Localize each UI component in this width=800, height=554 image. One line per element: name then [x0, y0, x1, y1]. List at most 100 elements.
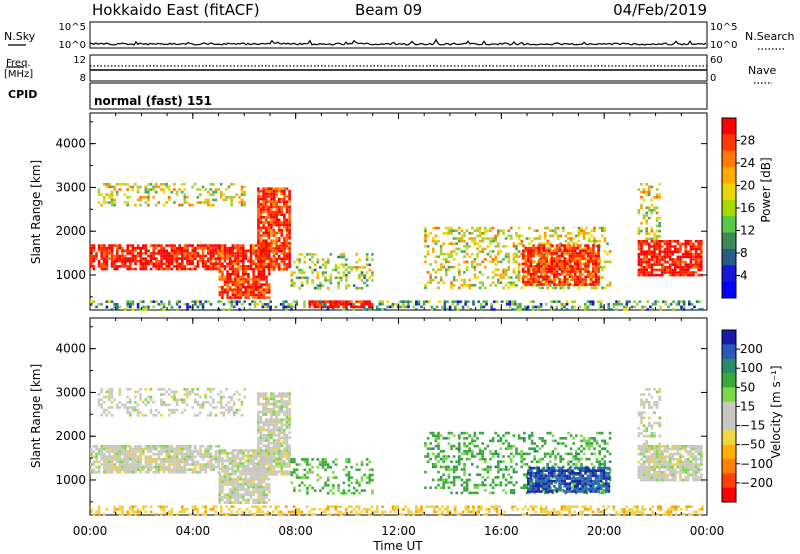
echo-cell	[420, 508, 423, 511]
echo-cell	[227, 508, 231, 511]
echo-cell	[239, 470, 242, 473]
echo-cell	[497, 278, 500, 282]
echo-cell	[658, 273, 661, 277]
echo-cell	[555, 246, 559, 250]
echo-cell	[581, 280, 585, 284]
echo-cell	[175, 398, 179, 401]
echo-cell	[280, 392, 284, 395]
echo-cell	[234, 490, 237, 494]
echo-cell	[433, 508, 436, 511]
echo-cell	[282, 308, 285, 311]
echo-cell	[241, 483, 245, 486]
echo-cell	[285, 208, 289, 211]
echo-cell	[262, 457, 265, 460]
echo-cell	[218, 249, 222, 253]
echo-cell	[517, 255, 521, 258]
echo-cell	[221, 498, 224, 502]
echo-cell	[214, 198, 218, 202]
echo-cell	[558, 272, 561, 276]
echo-cell	[381, 510, 384, 514]
echo-cell	[227, 408, 231, 412]
echo-cell	[236, 291, 240, 294]
echo-cell	[270, 431, 273, 434]
echo-cell	[90, 508, 93, 511]
echo-region	[97, 388, 246, 417]
echo-cell	[219, 406, 223, 409]
echo-cell	[370, 303, 374, 306]
echo-cell	[175, 403, 179, 407]
echo-cell	[110, 254, 114, 258]
echo-cell	[404, 505, 408, 508]
echo-cell	[272, 203, 276, 206]
echo-cell	[280, 428, 284, 432]
echo-cell	[252, 454, 255, 458]
echo-cell	[694, 250, 698, 253]
echo-cell	[244, 470, 248, 473]
echo-cell	[244, 252, 248, 255]
echo-cell	[218, 488, 222, 491]
echo-cell	[573, 505, 577, 508]
echo-cell	[262, 490, 266, 494]
echo-cell	[270, 203, 273, 206]
echo-cell	[439, 265, 443, 269]
echo-cell	[267, 272, 271, 276]
echo-cell	[232, 411, 236, 414]
echo-cell	[270, 268, 273, 271]
echo-cell	[280, 231, 284, 235]
echo-cell	[262, 210, 265, 214]
echo-cell	[537, 254, 541, 258]
echo-cell	[259, 265, 263, 268]
echo-cell	[260, 488, 263, 491]
echo-cell	[257, 428, 260, 432]
echo-cell	[92, 254, 96, 258]
echo-cell	[694, 266, 698, 269]
echo-cell	[433, 308, 436, 311]
echo-cell	[259, 449, 263, 453]
echo-cell	[280, 444, 284, 447]
echo-cell	[129, 450, 132, 453]
echo-cell	[389, 510, 392, 514]
echo-cell	[134, 513, 137, 516]
echo-cell	[212, 203, 215, 207]
echo-cell	[452, 242, 456, 245]
echo-cell	[524, 270, 528, 273]
echo-cell	[257, 195, 260, 198]
echo-cell	[162, 252, 166, 255]
echo-cell	[645, 237, 648, 241]
echo-cell	[236, 498, 240, 502]
echo-cell	[212, 257, 215, 260]
echo-cell	[477, 300, 480, 303]
echo-cell	[126, 196, 129, 199]
echo-cell	[684, 260, 687, 264]
echo-cell	[571, 257, 574, 260]
echo-cell	[134, 267, 137, 271]
echo-cell	[529, 254, 533, 258]
echo-cell	[497, 281, 500, 284]
echo-cell	[254, 457, 258, 460]
echo-cell	[275, 203, 278, 206]
echo-cell	[331, 300, 335, 303]
echo-cell	[527, 283, 530, 286]
echo-cell	[447, 232, 451, 235]
echo-cell	[491, 271, 495, 274]
echo-cell	[597, 246, 600, 250]
echo-cell	[165, 505, 168, 508]
echo-cell	[209, 455, 213, 458]
echo-cell	[154, 408, 158, 412]
echo-cell	[257, 423, 260, 427]
echo-cell	[265, 283, 268, 286]
echo-cell	[275, 444, 278, 447]
echo-cell	[157, 201, 161, 204]
echo-cell	[90, 257, 93, 260]
echo-cell	[259, 470, 263, 473]
echo-cell	[339, 505, 343, 508]
echo-region	[90, 445, 220, 474]
echo-cell	[277, 257, 281, 261]
echo-cell	[553, 272, 556, 276]
echo-cell	[287, 513, 291, 516]
echo-cell	[541, 242, 544, 245]
echo-cell	[218, 493, 222, 497]
echo-cell	[641, 505, 644, 508]
echo-cell	[558, 257, 561, 260]
echo-cell	[204, 259, 207, 263]
